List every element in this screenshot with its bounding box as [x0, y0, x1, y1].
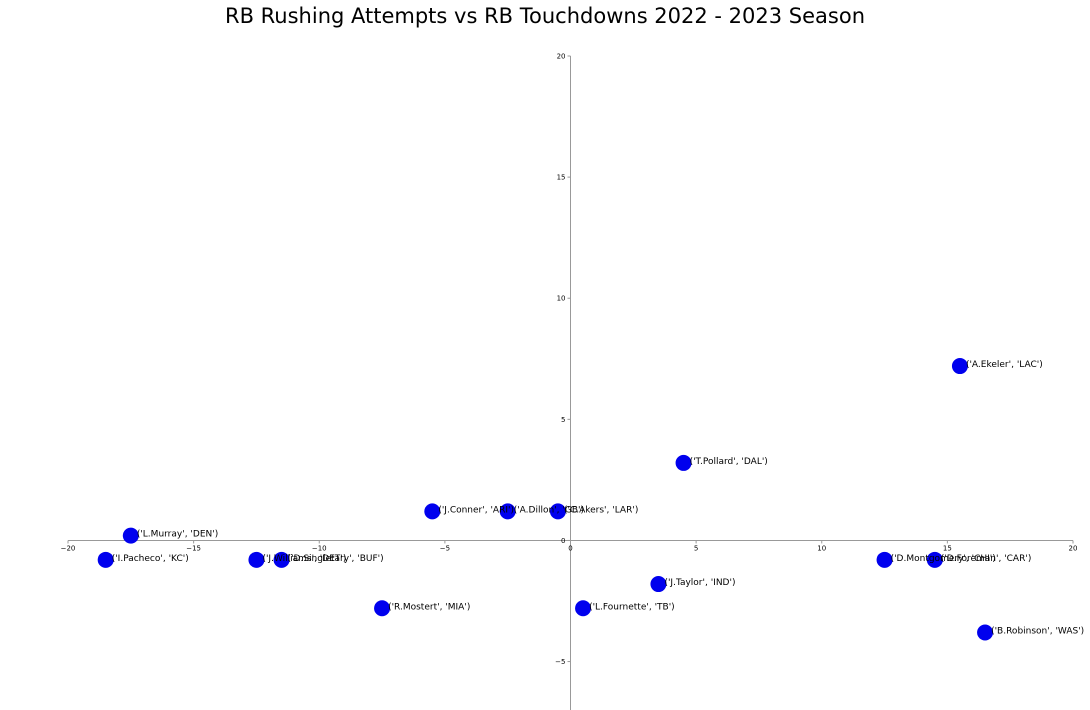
data-label: ('D.Montgomery', 'CHI'): [891, 554, 996, 564]
data-point: [575, 600, 592, 617]
data-point: [499, 503, 516, 520]
data-point: [122, 527, 139, 544]
data-point: [248, 551, 265, 568]
data-label: ('A.Ekeler', 'LAC'): [966, 360, 1043, 370]
data-point: [374, 600, 391, 617]
x-tick-label: −20: [61, 544, 76, 552]
data-label: ('B.Robinson', 'WAS'): [991, 626, 1084, 636]
data-point: [650, 576, 667, 593]
x-tick-label: 20: [1069, 544, 1078, 552]
data-points: [97, 358, 994, 641]
x-tick-label: 15: [943, 544, 952, 552]
data-point: [97, 551, 114, 568]
data-label: ('A.Dillon', 'GB'): [514, 505, 584, 515]
data-label: ('J.Conner', 'ARI'): [438, 505, 514, 515]
y-tick-label: 10: [557, 295, 566, 303]
data-label: ('J.Taylor', 'IND'): [664, 578, 735, 588]
data-label: ('J.Williams', 'DET'): [262, 554, 346, 564]
data-label: ('L.Fournette', 'TB'): [589, 602, 675, 612]
data-point: [977, 624, 994, 641]
x-tick-label: −10: [312, 544, 327, 552]
data-label: ('C.Akers', 'LAR'): [564, 505, 638, 515]
data-label: ('D.Singletary', 'BUF'): [288, 554, 384, 564]
data-point: [876, 551, 893, 568]
x-tick-label: −15: [186, 544, 201, 552]
y-tick-label: 20: [557, 53, 566, 61]
x-tick-label: 5: [694, 544, 698, 552]
data-label: ('D.Foreman', 'CAR'): [941, 554, 1032, 564]
data-point: [549, 503, 566, 520]
y-tick-label: 0: [561, 537, 565, 545]
point-labels: ('A.Ekeler', 'LAC') ('T.Pollard', 'DAL') (…: [112, 360, 1085, 636]
data-point: [926, 551, 943, 568]
data-point: [424, 503, 441, 520]
axes: −20 −15 −10 −5 0 5 10 15 20 −5 0 5 10 15 20: [61, 53, 1078, 710]
x-tick-label: −5: [440, 544, 450, 552]
x-tick-label: 10: [817, 544, 826, 552]
data-point: [951, 358, 968, 375]
chart-title: RB Rushing Attempts vs RB Touchdowns 202…: [224, 4, 866, 28]
x-tick-label: 0: [568, 544, 572, 552]
y-tick-label: 15: [557, 174, 566, 182]
data-point: [273, 551, 290, 568]
data-label: ('I.Pacheco', 'KC'): [112, 554, 189, 564]
data-label: ('T.Pollard', 'DAL'): [690, 457, 768, 467]
data-label: ('L.Murray', 'DEN'): [137, 530, 218, 540]
data-point: [675, 454, 692, 471]
data-label: ('R.Mostert', 'MIA'): [388, 602, 470, 612]
y-tick-label: −5: [555, 658, 565, 666]
y-tick-label: 5: [561, 416, 565, 424]
